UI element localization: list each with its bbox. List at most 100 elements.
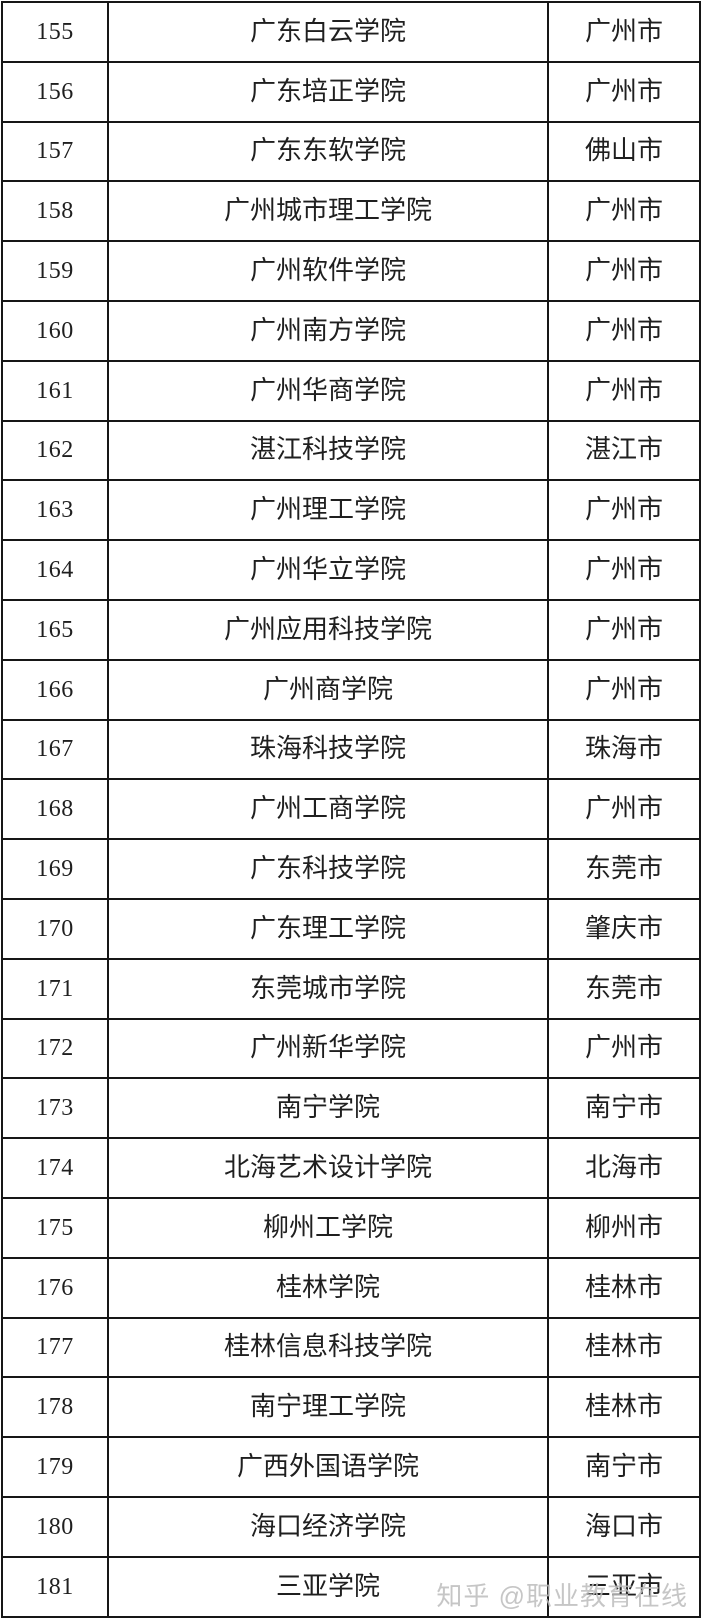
row-number-cell: 171 — [1, 957, 109, 1020]
city-cell: 柳州市 — [547, 1196, 701, 1259]
college-name-cell: 广州工商学院 — [107, 778, 549, 841]
table-row: 160 广州南方学院 广州市 — [1, 299, 701, 362]
college-name-cell: 广东理工学院 — [107, 897, 549, 960]
college-name-cell: 广东白云学院 — [107, 1, 549, 63]
city-cell: 广州市 — [547, 1017, 701, 1080]
table-row: 181 三亚学院 三亚市 — [1, 1555, 701, 1618]
table-row: 178 南宁理工学院 桂林市 — [1, 1376, 701, 1439]
city-cell: 南宁市 — [547, 1436, 701, 1498]
row-number-cell: 166 — [1, 658, 109, 721]
row-number-cell: 174 — [1, 1137, 109, 1199]
table-row: 179 广西外国语学院 南宁市 — [1, 1436, 701, 1498]
college-name-cell: 广州新华学院 — [107, 1017, 549, 1080]
table-row: 180 海口经济学院 海口市 — [1, 1495, 701, 1558]
table-row: 172 广州新华学院 广州市 — [1, 1017, 701, 1080]
city-cell: 桂林市 — [547, 1316, 701, 1379]
row-number-cell: 157 — [1, 120, 109, 183]
city-cell: 广州市 — [547, 598, 701, 661]
row-number-cell: 161 — [1, 359, 109, 422]
table-row: 175 柳州工学院 柳州市 — [1, 1196, 701, 1259]
table-row: 162 湛江科技学院 湛江市 — [1, 419, 701, 482]
city-cell: 三亚市 — [547, 1555, 701, 1618]
row-number-cell: 160 — [1, 299, 109, 362]
row-number-cell: 169 — [1, 838, 109, 900]
row-number-cell: 163 — [1, 479, 109, 542]
table-row: 174 北海艺术设计学院 北海市 — [1, 1137, 701, 1199]
college-name-cell: 桂林学院 — [107, 1256, 549, 1319]
city-cell: 广州市 — [547, 240, 701, 302]
college-name-cell: 湛江科技学院 — [107, 419, 549, 482]
city-cell: 广州市 — [547, 658, 701, 721]
city-cell: 北海市 — [547, 1137, 701, 1199]
table-row: 177 桂林信息科技学院 桂林市 — [1, 1316, 701, 1379]
table-row: 176 桂林学院 桂林市 — [1, 1256, 701, 1319]
college-name-cell: 桂林信息科技学院 — [107, 1316, 549, 1379]
city-cell: 广州市 — [547, 299, 701, 362]
row-number-cell: 165 — [1, 598, 109, 661]
college-name-cell: 北海艺术设计学院 — [107, 1137, 549, 1199]
row-number-cell: 172 — [1, 1017, 109, 1080]
row-number-cell: 158 — [1, 180, 109, 243]
college-name-cell: 广州华商学院 — [107, 359, 549, 422]
city-cell: 肇庆市 — [547, 897, 701, 960]
college-name-cell: 广西外国语学院 — [107, 1436, 549, 1498]
table-row: 159 广州软件学院 广州市 — [1, 240, 701, 302]
city-cell: 海口市 — [547, 1495, 701, 1558]
city-cell: 东莞市 — [547, 838, 701, 900]
table-row: 165 广州应用科技学院 广州市 — [1, 598, 701, 661]
college-name-cell: 珠海科技学院 — [107, 718, 549, 781]
row-number-cell: 179 — [1, 1436, 109, 1498]
row-number-cell: 164 — [1, 539, 109, 601]
college-name-cell: 广州城市理工学院 — [107, 180, 549, 243]
college-name-cell: 广州理工学院 — [107, 479, 549, 542]
table-row: 169 广东科技学院 东莞市 — [1, 838, 701, 900]
college-name-cell: 南宁学院 — [107, 1077, 549, 1140]
table-row: 170 广东理工学院 肇庆市 — [1, 897, 701, 960]
row-number-cell: 156 — [1, 60, 109, 123]
row-number-cell: 178 — [1, 1376, 109, 1439]
row-number-cell: 173 — [1, 1077, 109, 1140]
table-row: 173 南宁学院 南宁市 — [1, 1077, 701, 1140]
table-row: 158 广州城市理工学院 广州市 — [1, 180, 701, 243]
city-cell: 广州市 — [547, 479, 701, 542]
college-name-cell: 广州软件学院 — [107, 240, 549, 302]
college-name-cell: 海口经济学院 — [107, 1495, 549, 1558]
table-row: 166 广州商学院 广州市 — [1, 658, 701, 721]
table-row: 171 东莞城市学院 东莞市 — [1, 957, 701, 1020]
table-row: 164 广州华立学院 广州市 — [1, 539, 701, 601]
city-cell: 南宁市 — [547, 1077, 701, 1140]
city-cell: 广州市 — [547, 359, 701, 422]
city-cell: 珠海市 — [547, 718, 701, 781]
table-row: 157 广东东软学院 佛山市 — [1, 120, 701, 183]
college-name-cell: 广州应用科技学院 — [107, 598, 549, 661]
college-name-cell: 南宁理工学院 — [107, 1376, 549, 1439]
table-row: 161 广州华商学院 广州市 — [1, 359, 701, 422]
city-cell: 桂林市 — [547, 1376, 701, 1439]
city-cell: 广州市 — [547, 539, 701, 601]
city-cell: 湛江市 — [547, 419, 701, 482]
city-cell: 广州市 — [547, 778, 701, 841]
college-name-cell: 广州南方学院 — [107, 299, 549, 362]
city-cell: 广州市 — [547, 1, 701, 63]
row-number-cell: 168 — [1, 778, 109, 841]
college-name-cell: 柳州工学院 — [107, 1196, 549, 1259]
city-cell: 广州市 — [547, 60, 701, 123]
college-name-cell: 广州华立学院 — [107, 539, 549, 601]
college-name-cell: 广州商学院 — [107, 658, 549, 721]
college-name-cell: 东莞城市学院 — [107, 957, 549, 1020]
city-cell: 佛山市 — [547, 120, 701, 183]
row-number-cell: 155 — [1, 1, 109, 63]
city-cell: 桂林市 — [547, 1256, 701, 1319]
row-number-cell: 177 — [1, 1316, 109, 1379]
city-cell: 东莞市 — [547, 957, 701, 1020]
table-row: 168 广州工商学院 广州市 — [1, 778, 701, 841]
college-name-cell: 三亚学院 — [107, 1555, 549, 1618]
row-number-cell: 176 — [1, 1256, 109, 1319]
table-row: 163 广州理工学院 广州市 — [1, 479, 701, 542]
row-number-cell: 170 — [1, 897, 109, 960]
college-name-cell: 广东培正学院 — [107, 60, 549, 123]
row-number-cell: 180 — [1, 1495, 109, 1558]
